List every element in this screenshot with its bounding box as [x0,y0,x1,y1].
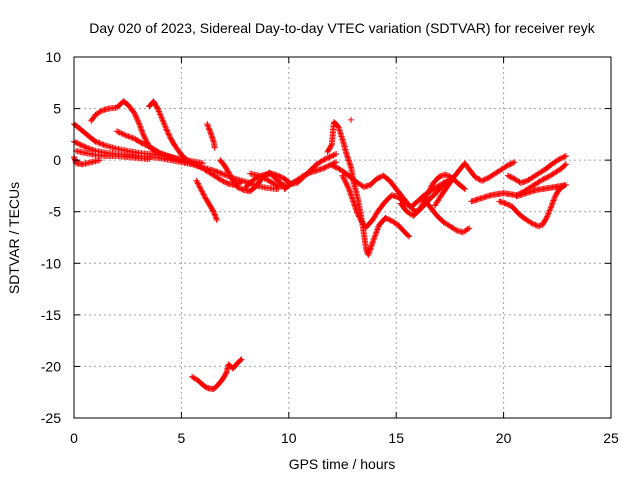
y-axis-label: SDTVAR / TECUs [6,182,22,294]
series-track-w [504,153,569,186]
data-point-markers [189,356,245,393]
series-track-y [189,356,245,393]
data-point-markers [204,121,218,151]
data-point-markers [247,170,288,190]
series-track-g [146,98,245,188]
series-track-x [513,181,569,200]
data-point-markers [397,171,468,219]
series-track-v [496,182,567,230]
y-tick-label: -25 [41,410,61,426]
data-point-markers [421,196,473,236]
x-tick-label: 5 [178,430,186,446]
grid-layer [74,57,611,418]
y-tick-label: 10 [45,49,61,65]
series-track-m [247,170,288,190]
x-tick-label: 10 [281,430,297,446]
y-tick-label: -10 [41,255,61,271]
plot-frame [73,56,612,419]
data-point-markers [348,116,355,123]
x-tick-label: 0 [70,430,78,446]
x-tick-label: 25 [603,430,619,446]
data-point-markers [496,182,567,230]
y-tick-label: -15 [41,307,61,323]
x-tick-label: 20 [496,430,512,446]
chart-title: Day 020 of 2023, Sidereal Day-to-day VTE… [89,20,595,36]
data-point-markers [431,159,518,209]
series-track-i [193,177,220,223]
series-track-r [397,171,468,219]
data-layer [71,98,569,393]
series-track-o [348,116,355,123]
data-point-markers [73,147,153,163]
y-tick-label: 0 [53,152,61,168]
series-track-t [431,159,518,209]
data-point-markers [504,153,569,186]
series-track-f [114,128,189,166]
data-point-markers [281,159,340,192]
data-point-markers [513,181,569,200]
x-tick-label: 15 [388,430,404,446]
tick-layer: 0 5 10 15 20 25 -25 -20 -15 -10 -5 0 5 10 [41,49,619,446]
series-track-h [204,121,218,151]
series-track-l [281,159,340,192]
x-axis-label: GPS time / hours [289,456,396,472]
data-point-markers [193,177,220,223]
y-tick-label: -5 [49,204,62,220]
y-tick-label: -20 [41,358,61,374]
y-tick-label: 5 [53,101,61,117]
series-track-d [73,147,153,163]
series-track-s [421,196,473,236]
data-point-markers [146,98,245,188]
data-point-markers [114,128,189,166]
